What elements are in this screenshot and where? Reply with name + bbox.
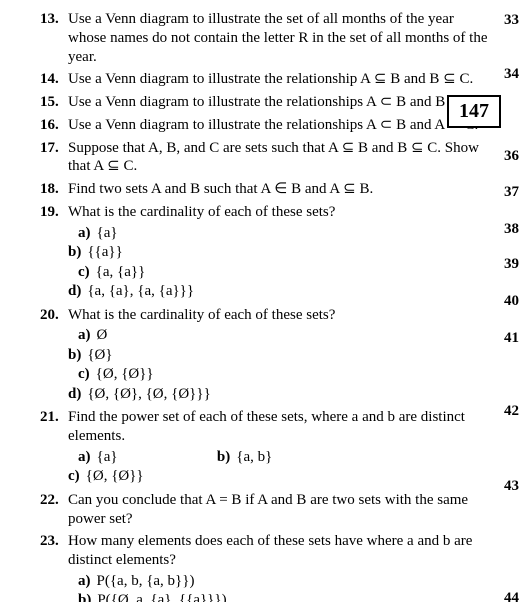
margin-number: 36: [504, 148, 519, 165]
option-d: d) {a, {a}, {a, {a}}}: [68, 282, 279, 302]
option-label: b): [217, 448, 230, 468]
option-label: d): [68, 282, 81, 302]
options: a) {a} b) {a, b} c) {Ø, {Ø}}: [68, 448, 489, 487]
option-value: P({Ø, a, {a}, {{a}}}): [97, 591, 226, 602]
problem-16: 16. Use a Venn diagram to illustrate the…: [0, 116, 519, 135]
margin-number: 34: [504, 66, 519, 83]
problem-number: 23.: [40, 532, 68, 551]
problem-number: 19.: [40, 203, 68, 222]
option-c: c) {a, {a}}: [68, 263, 289, 283]
option-label: c): [78, 365, 90, 385]
problem-text: How many elements does each of these set…: [68, 532, 489, 570]
option-value: {a, b}: [236, 448, 272, 468]
option-b: b) {{a}}: [68, 243, 279, 263]
problem-21: 21. Find the power set of each of these …: [0, 408, 519, 487]
option-value: {Ø}: [87, 346, 112, 366]
option-b: b) P({Ø, a, {a}, {{a}}}): [68, 591, 489, 602]
option-value: {a, {a}}: [96, 263, 146, 283]
option-a: a) P({a, b, {a, b}}): [68, 572, 489, 592]
problem-14: 14. Use a Venn diagram to illustrate the…: [0, 70, 519, 89]
margin-number: 39: [504, 256, 519, 273]
option-a: a) {a}: [68, 224, 289, 244]
option-label: b): [68, 243, 81, 263]
problem-19: 19. What is the cardinality of each of t…: [0, 203, 519, 302]
problem-number: 17.: [40, 139, 68, 158]
problem-body: How many elements does each of these set…: [68, 532, 489, 602]
problem-13: 13. Use a Venn diagram to illustrate the…: [0, 10, 519, 66]
option-label: a): [78, 224, 91, 244]
problem-text: Suppose that A, B, and C are sets such t…: [68, 139, 489, 177]
problem-text: Find the power set of each of these sets…: [68, 408, 489, 446]
options: a) {a} b) {{a}} c) {a, {a}} d) {a, {a}, {a, …: [68, 224, 489, 302]
option-value: {a, {a}, {a, {a}}}: [87, 282, 194, 302]
problem-body: What is the cardinality of each of these…: [68, 306, 489, 405]
problem-number: 22.: [40, 491, 68, 510]
option-value: {a}: [97, 224, 118, 244]
margin-number: 42: [504, 403, 519, 420]
margin-number: 40: [504, 293, 519, 310]
option-d: d) {Ø, {Ø}, {Ø, {Ø}}}: [68, 385, 279, 405]
problem-text: Use a Venn diagram to illustrate the rel…: [68, 70, 489, 89]
problem-number: 21.: [40, 408, 68, 427]
option-value: {Ø, {Ø}, {Ø, {Ø}}}: [87, 385, 210, 405]
option-label: a): [78, 448, 91, 468]
problem-body: What is the cardinality of each of these…: [68, 203, 489, 302]
option-value: Ø: [97, 326, 108, 346]
problem-text: Can you conclude that A = B if A and B a…: [68, 491, 489, 529]
option-label: a): [78, 572, 91, 592]
option-label: d): [68, 385, 81, 405]
problem-22: 22. Can you conclude that A = B if A and…: [0, 491, 519, 529]
option-a: a) {a}: [68, 448, 217, 468]
option-a: a) Ø: [68, 326, 289, 346]
margin-number: 44: [504, 590, 519, 602]
problem-23: 23. How many elements does each of these…: [0, 532, 519, 602]
option-label: a): [78, 326, 91, 346]
problem-17: 17. Suppose that A, B, and C are sets su…: [0, 139, 519, 177]
problem-number: 18.: [40, 180, 68, 199]
problem-number: 13.: [40, 10, 68, 29]
problem-text: Find two sets A and B such that A ∈ B an…: [68, 180, 489, 199]
problem-number: 16.: [40, 116, 68, 135]
option-c: c) {Ø, {Ø}}: [68, 365, 289, 385]
options: a) Ø b) {Ø} c) {Ø, {Ø}} d) {Ø, {Ø}, {Ø, {Ø}}…: [68, 326, 489, 404]
option-label: c): [68, 467, 80, 487]
problem-text: What is the cardinality of each of these…: [68, 203, 489, 222]
options: a) P({a, b, {a, b}}) b) P({Ø, a, {a}, {{a}…: [68, 572, 489, 602]
problem-20: 20. What is the cardinality of each of t…: [0, 306, 519, 405]
option-b: b) {Ø}: [68, 346, 279, 366]
option-label: b): [68, 346, 81, 366]
problem-15: 15. Use a Venn diagram to illustrate the…: [0, 93, 519, 112]
option-label: c): [78, 263, 90, 283]
option-value: {{a}}: [87, 243, 122, 263]
margin-number: 38: [504, 221, 519, 238]
problem-body: Find the power set of each of these sets…: [68, 408, 489, 487]
problem-text: What is the cardinality of each of these…: [68, 306, 489, 325]
margin-number: 43: [504, 478, 519, 495]
option-value: P({a, b, {a, b}}): [97, 572, 195, 592]
option-value: {a}: [97, 448, 118, 468]
problem-18: 18. Find two sets A and B such that A ∈ …: [0, 180, 519, 199]
problem-text: Use a Venn diagram to illustrate the rel…: [68, 116, 489, 135]
page: 147 33 34 36 37 38 39 40 41 42 43 44 13.…: [0, 0, 519, 602]
margin-number: 41: [504, 330, 519, 347]
page-number-callout: 147: [447, 95, 501, 128]
option-value: {Ø, {Ø}}: [86, 467, 144, 487]
problem-number: 20.: [40, 306, 68, 325]
option-c: c) {Ø, {Ø}}: [68, 467, 207, 487]
margin-number: 37: [504, 184, 519, 201]
problem-number: 15.: [40, 93, 68, 112]
problem-text: Use a Venn diagram to illustrate the rel…: [68, 93, 489, 112]
margin-number: 33: [504, 12, 519, 29]
problem-number: 14.: [40, 70, 68, 89]
option-label: b): [78, 591, 91, 602]
problem-text: Use a Venn diagram to illustrate the set…: [68, 10, 489, 66]
option-value: {Ø, {Ø}}: [96, 365, 154, 385]
option-b: b) {a, b}: [217, 448, 356, 468]
